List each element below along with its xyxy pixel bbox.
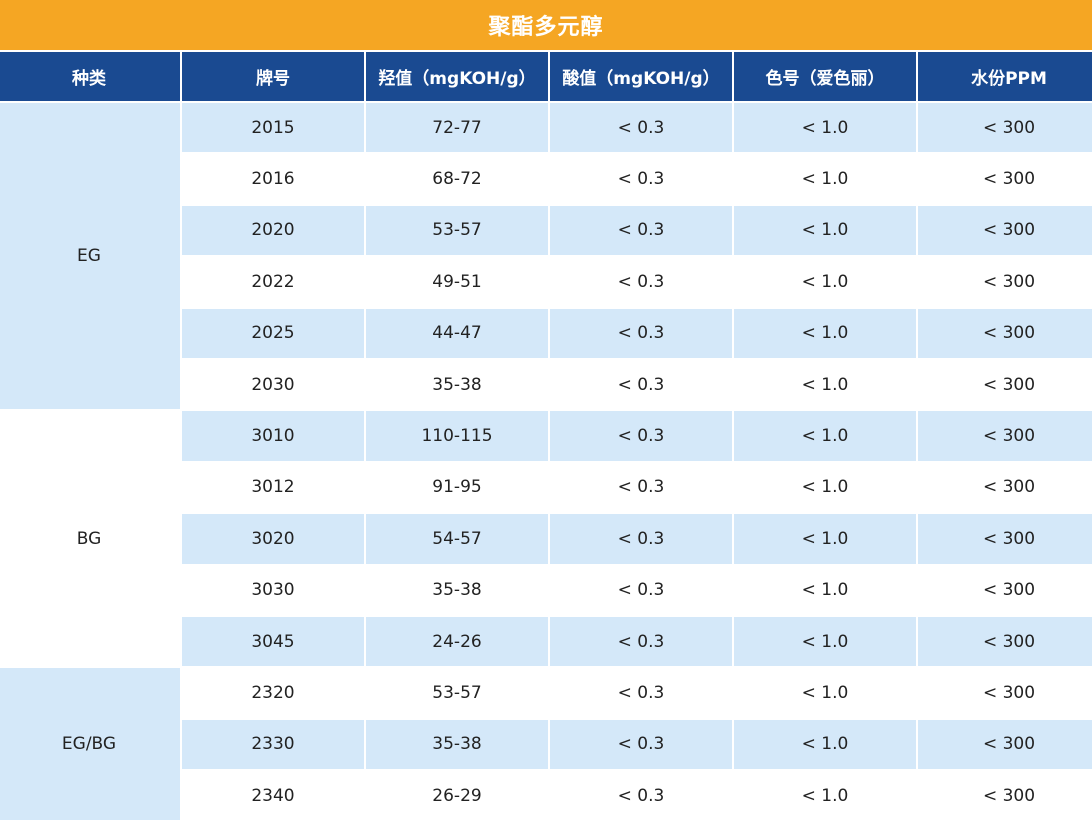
water-content-cell: < 300: [918, 411, 1092, 461]
grade-cell: 2025: [182, 308, 364, 358]
grade-cell: 3020: [182, 514, 364, 564]
table-row: 2340 26-29 < 0.3 < 1.0 < 300: [0, 771, 1092, 821]
water-content-cell: < 300: [918, 668, 1092, 718]
water-content-cell: < 300: [918, 771, 1092, 821]
acid-value-cell: < 0.3: [550, 462, 732, 513]
water-content-cell: < 300: [918, 103, 1092, 153]
water-content-cell: < 300: [918, 257, 1092, 307]
color-value-cell: < 1.0: [734, 668, 916, 718]
column-header-acid: 酸值（mgKOH/g）: [550, 52, 732, 101]
color-value-cell: < 1.0: [734, 308, 916, 358]
hydroxyl-value-cell: 35-38: [366, 565, 548, 615]
grade-cell: 2330: [182, 719, 364, 770]
color-value-cell: < 1.0: [734, 719, 916, 770]
acid-value-cell: < 0.3: [550, 514, 732, 564]
hydroxyl-value-cell: 49-51: [366, 257, 548, 307]
hydroxyl-value-cell: 110-115: [366, 411, 548, 461]
color-value-cell: < 1.0: [734, 103, 916, 153]
table-title: 聚酯多元醇: [0, 0, 1092, 50]
table-row: 3045 24-26 < 0.3 < 1.0 < 300: [0, 616, 1092, 667]
water-content-cell: < 300: [918, 462, 1092, 513]
column-header-water: 水份PPM: [918, 52, 1092, 101]
acid-value-cell: < 0.3: [550, 103, 732, 153]
table-row: 3020 54-57 < 0.3 < 1.0 < 300: [0, 514, 1092, 564]
table-row: EG 2015 72-77 < 0.3 < 1.0 < 300: [0, 103, 1092, 410]
acid-value-cell: < 0.3: [550, 719, 732, 770]
category-cell: EG/BG: [0, 668, 180, 821]
category-cell: EG: [0, 103, 180, 410]
water-content-cell: < 300: [918, 719, 1092, 770]
table-row: 2022 49-51 < 0.3 < 1.0 < 300: [0, 257, 1092, 307]
hydroxyl-value-cell: 91-95: [366, 462, 548, 513]
color-value-cell: < 1.0: [734, 257, 916, 307]
acid-value-cell: < 0.3: [550, 771, 732, 821]
acid-value-cell: < 0.3: [550, 359, 732, 410]
color-value-cell: < 1.0: [734, 771, 916, 821]
table-row: 3012 91-95 < 0.3 < 1.0 < 300: [0, 462, 1092, 513]
hydroxyl-value-cell: 53-57: [366, 668, 548, 718]
color-value-cell: < 1.0: [734, 565, 916, 615]
grade-cell: 2320: [182, 668, 364, 718]
grade-cell: 2340: [182, 771, 364, 821]
table-row: 2330 35-38 < 0.3 < 1.0 < 300: [0, 719, 1092, 770]
acid-value-cell: < 0.3: [550, 565, 732, 615]
column-header-color: 色号（爱色丽）: [734, 52, 916, 101]
acid-value-cell: < 0.3: [550, 616, 732, 667]
grade-cell: 3045: [182, 616, 364, 667]
table-row: 2016 68-72 < 0.3 < 1.0 < 300: [0, 154, 1092, 204]
water-content-cell: < 300: [918, 359, 1092, 410]
hydroxyl-value-cell: 35-38: [366, 719, 548, 770]
grade-cell: 3030: [182, 565, 364, 615]
acid-value-cell: < 0.3: [550, 257, 732, 307]
acid-value-cell: < 0.3: [550, 308, 732, 358]
table-row: 2020 53-57 < 0.3 < 1.0 < 300: [0, 205, 1092, 256]
table-row: BG 3010 110-115 < 0.3 < 1.0 < 300: [0, 411, 1092, 667]
column-header-grade: 牌号: [182, 52, 364, 101]
table-row: 3030 35-38 < 0.3 < 1.0 < 300: [0, 565, 1092, 615]
acid-value-cell: < 0.3: [550, 668, 732, 718]
header-row: 种类 牌号 羟值（mgKOH/g） 酸值（mgKOH/g） 色号（爱色丽） 水份…: [0, 52, 1092, 101]
hydroxyl-value-cell: 72-77: [366, 103, 548, 153]
color-value-cell: < 1.0: [734, 359, 916, 410]
hydroxyl-value-cell: 24-26: [366, 616, 548, 667]
hydroxyl-value-cell: 44-47: [366, 308, 548, 358]
acid-value-cell: < 0.3: [550, 154, 732, 204]
polyol-spec-table: 种类 牌号 羟值（mgKOH/g） 酸值（mgKOH/g） 色号（爱色丽） 水份…: [0, 50, 1092, 822]
column-header-type: 种类: [0, 52, 180, 101]
color-value-cell: < 1.0: [734, 154, 916, 204]
acid-value-cell: < 0.3: [550, 205, 732, 256]
water-content-cell: < 300: [918, 154, 1092, 204]
hydroxyl-value-cell: 68-72: [366, 154, 548, 204]
color-value-cell: < 1.0: [734, 616, 916, 667]
table-row: 2025 44-47 < 0.3 < 1.0 < 300: [0, 308, 1092, 358]
grade-cell: 2020: [182, 205, 364, 256]
color-value-cell: < 1.0: [734, 205, 916, 256]
hydroxyl-value-cell: 53-57: [366, 205, 548, 256]
acid-value-cell: < 0.3: [550, 411, 732, 461]
grade-cell: 3010: [182, 411, 364, 461]
color-value-cell: < 1.0: [734, 462, 916, 513]
grade-cell: 2030: [182, 359, 364, 410]
water-content-cell: < 300: [918, 205, 1092, 256]
grade-cell: 3012: [182, 462, 364, 513]
category-cell: BG: [0, 411, 180, 667]
color-value-cell: < 1.0: [734, 514, 916, 564]
water-content-cell: < 300: [918, 514, 1092, 564]
water-content-cell: < 300: [918, 616, 1092, 667]
table-row: EG/BG 2320 53-57 < 0.3 < 1.0 < 300: [0, 668, 1092, 821]
hydroxyl-value-cell: 54-57: [366, 514, 548, 564]
water-content-cell: < 300: [918, 308, 1092, 358]
hydroxyl-value-cell: 26-29: [366, 771, 548, 821]
grade-cell: 2015: [182, 103, 364, 153]
table-row: 2030 35-38 < 0.3 < 1.0 < 300: [0, 359, 1092, 410]
water-content-cell: < 300: [918, 565, 1092, 615]
grade-cell: 2022: [182, 257, 364, 307]
grade-cell: 2016: [182, 154, 364, 204]
color-value-cell: < 1.0: [734, 411, 916, 461]
column-header-hydroxyl: 羟值（mgKOH/g）: [366, 52, 548, 101]
hydroxyl-value-cell: 35-38: [366, 359, 548, 410]
